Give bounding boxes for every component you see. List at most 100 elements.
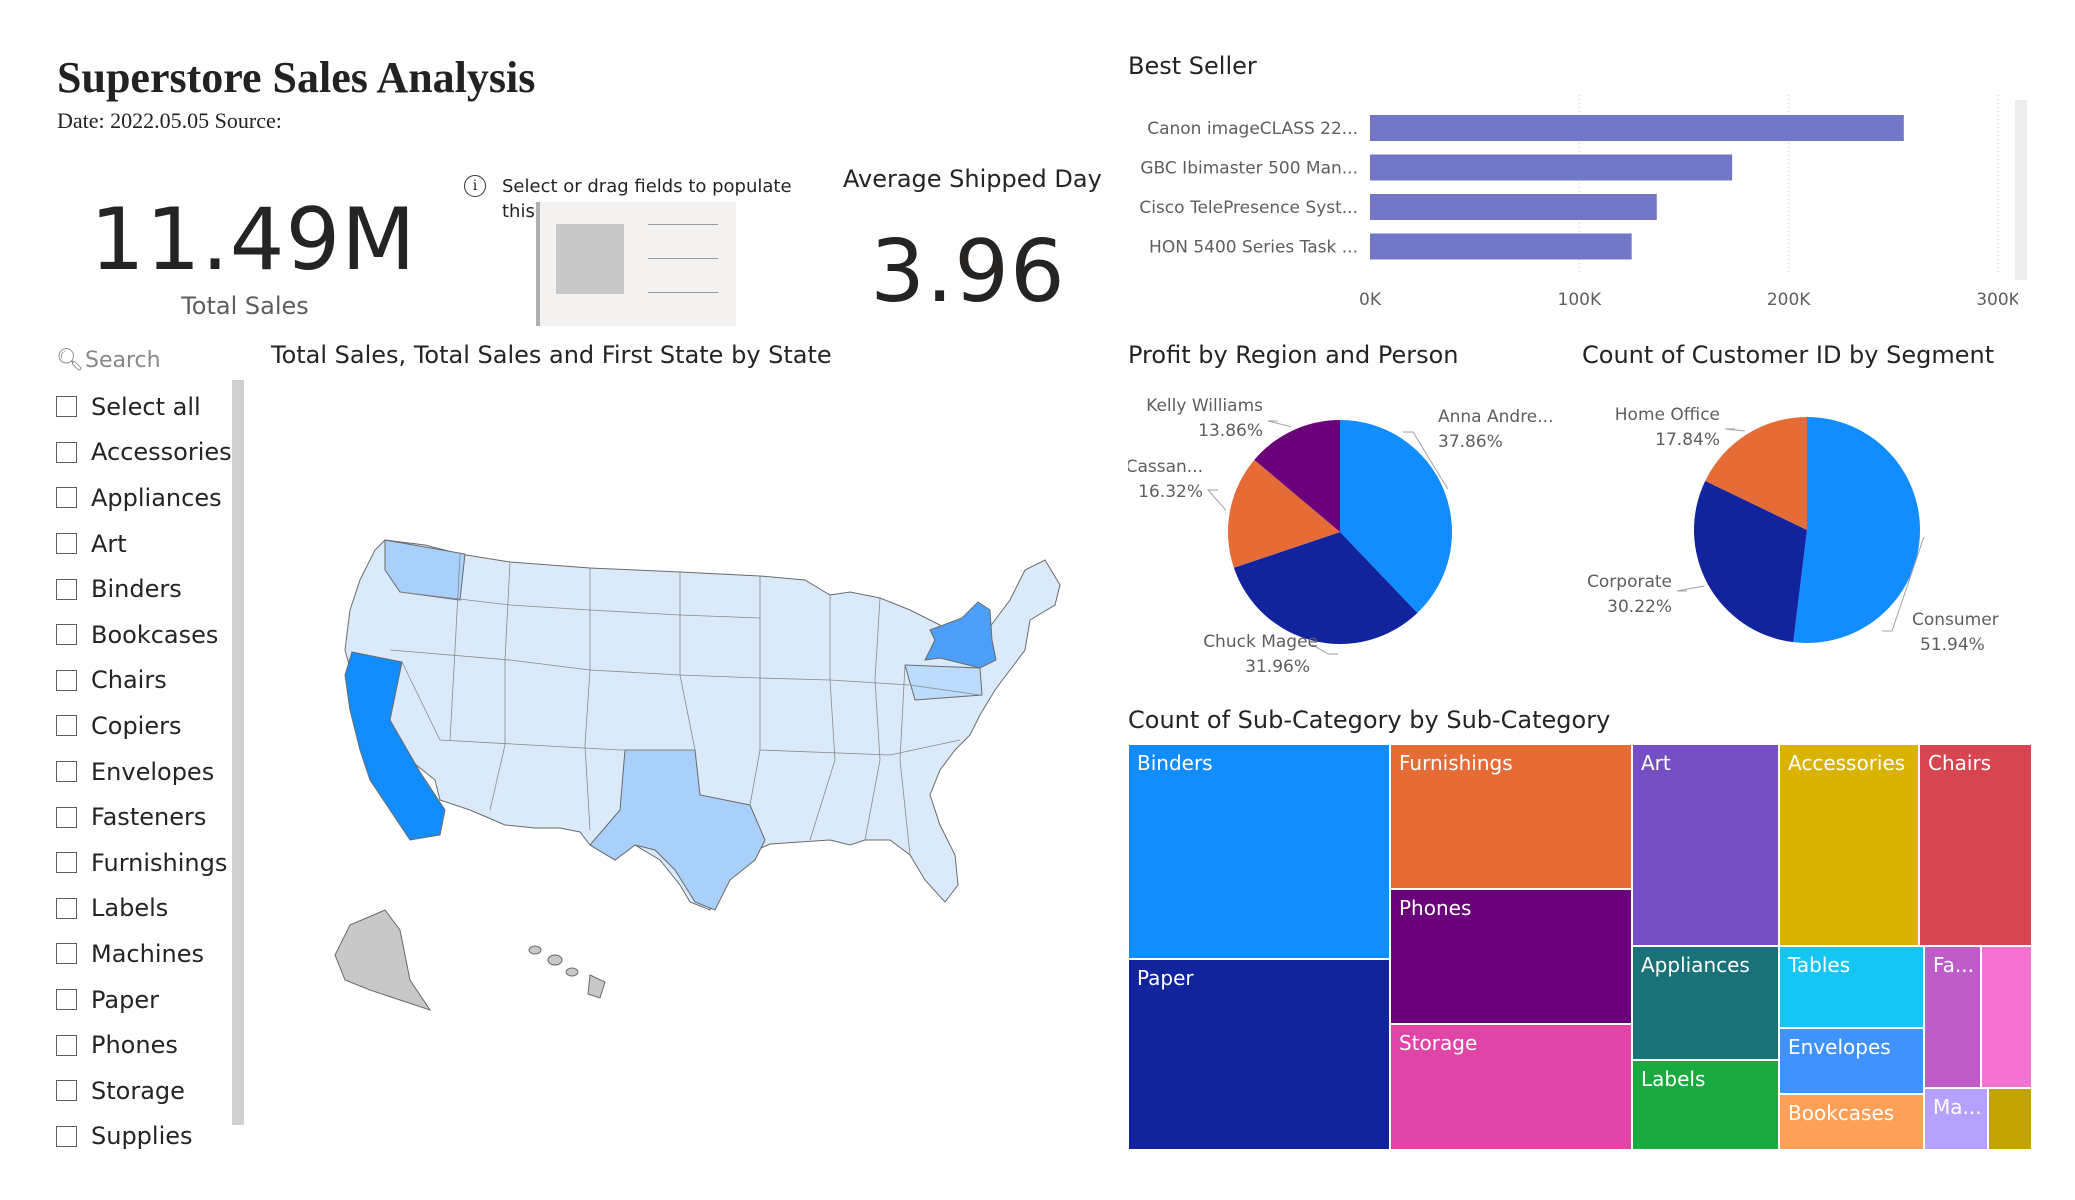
checkbox[interactable]: [56, 1034, 77, 1056]
treemap-cell[interactable]: Furnishings: [1390, 744, 1632, 889]
pie-slice-percent: 13.86%: [1198, 421, 1263, 441]
pie-slice[interactable]: [1254, 420, 1340, 532]
treemap-cell[interactable]: Accessories: [1779, 744, 1919, 946]
treemap-cell-label: Fa...: [1933, 953, 1974, 977]
pie-slice-percent: 16.32%: [1138, 482, 1203, 502]
slicer-item[interactable]: Supplies: [56, 1114, 226, 1160]
best-seller-scrollbar[interactable]: [2015, 100, 2027, 280]
slicer-item[interactable]: Envelopes: [56, 749, 226, 795]
slicer-scrollbar[interactable]: [232, 380, 244, 1125]
placeholder-visual[interactable]: [536, 202, 736, 326]
pie-slice[interactable]: [1228, 459, 1340, 568]
state-borders: [389, 553, 981, 856]
slicer-search-input[interactable]: 🔍︎ Search: [56, 348, 246, 373]
category-label: Canon imageCLASS 22...: [1147, 119, 1358, 139]
treemap-cell-label: Furnishings: [1399, 751, 1513, 775]
slicer-item[interactable]: Bookcases: [56, 612, 226, 658]
segment-pie-chart[interactable]: Consumer 51.94% Corporate 30.22% Home Office…: [1582, 385, 2042, 685]
treemap-cell-label: Chairs: [1928, 751, 1992, 775]
slicer-item[interactable]: Binders: [56, 566, 226, 612]
treemap-cell[interactable]: Bookcases: [1779, 1094, 1924, 1150]
avg-shipped-title: Average Shipped Day: [843, 165, 1102, 193]
slicer-item[interactable]: Storage: [56, 1068, 226, 1114]
placeholder-line: [648, 224, 718, 225]
total-sales-value: 11.49M: [90, 190, 417, 290]
treemap-cell[interactable]: Paper: [1128, 959, 1390, 1150]
pie-slice[interactable]: [1694, 480, 1807, 643]
checkbox[interactable]: [56, 1080, 77, 1102]
checkbox[interactable]: [56, 487, 77, 509]
subcategory-treemap[interactable]: Binders Paper Furnishings Phones Storage Art A…: [1128, 744, 2032, 1150]
pie-slice[interactable]: [1233, 532, 1418, 644]
slicer-item[interactable]: Furnishings: [56, 840, 227, 886]
bar[interactable]: [1370, 115, 1904, 141]
treemap-cell[interactable]: Envelopes: [1779, 1028, 1924, 1094]
checkbox[interactable]: [56, 533, 77, 555]
checkbox[interactable]: [56, 852, 77, 874]
slicer-item-label: Fasteners: [91, 803, 207, 832]
treemap-cell[interactable]: Binders: [1128, 744, 1390, 959]
checkbox[interactable]: [56, 897, 77, 919]
slicer-item-label: Labels: [91, 894, 169, 923]
treemap-cell[interactable]: Art: [1632, 744, 1779, 946]
checkbox[interactable]: [56, 441, 77, 463]
pie-slice[interactable]: [1793, 417, 1921, 643]
treemap-cell[interactable]: Fa...: [1924, 946, 1981, 1088]
slicer-item-label: Storage: [91, 1076, 185, 1105]
pie-slice-label: Corporate: [1587, 572, 1672, 592]
checkbox[interactable]: [56, 761, 77, 783]
slicer-item-label: Art: [91, 529, 127, 558]
pie-slice[interactable]: [1340, 420, 1452, 613]
avg-shipped-value: 3.96: [870, 222, 1066, 322]
report-subtitle: Date: 2022.05.05 Source:: [57, 108, 282, 133]
slicer-item[interactable]: Accessories: [56, 430, 232, 476]
checkbox[interactable]: [56, 669, 77, 691]
slicer-search-placeholder: Search: [85, 348, 161, 373]
slicer-item[interactable]: Chairs: [56, 658, 226, 704]
us-map[interactable]: [290, 510, 1080, 1030]
pie-slice-label: Kelly Williams: [1146, 396, 1263, 416]
checkbox[interactable]: [56, 396, 77, 418]
treemap-cell-label: Ma...: [1933, 1095, 1982, 1119]
treemap-cell-label: Storage: [1399, 1031, 1478, 1055]
slicer-item[interactable]: Machines: [56, 931, 226, 977]
treemap-cell[interactable]: Ma...: [1924, 1088, 1988, 1150]
checkbox[interactable]: [56, 943, 77, 965]
checkbox[interactable]: [56, 806, 77, 828]
treemap-cell-label: Phones: [1399, 896, 1472, 920]
slicer-item[interactable]: Select all: [56, 384, 226, 430]
slicer-item[interactable]: Fasteners: [56, 794, 226, 840]
slicer-item[interactable]: Art: [56, 521, 226, 567]
treemap-cell[interactable]: [1988, 1088, 2032, 1150]
best-seller-chart[interactable]: 0K 100K 200K 300K Canon imageCLASS 22... GBC …: [1128, 95, 2018, 315]
treemap-cell[interactable]: Storage: [1390, 1024, 1632, 1150]
checkbox[interactable]: [56, 715, 77, 737]
treemap-cell[interactable]: Chairs: [1919, 744, 2032, 946]
slicer-item-label: Phones: [91, 1031, 178, 1060]
slicer-item[interactable]: Paper: [56, 977, 226, 1023]
treemap-cell[interactable]: Phones: [1390, 889, 1632, 1024]
checkbox[interactable]: [56, 1125, 77, 1147]
bar[interactable]: [1370, 194, 1657, 220]
checkbox[interactable]: [56, 624, 77, 646]
pie-slice-percent: 30.22%: [1607, 597, 1672, 617]
slicer-item[interactable]: Phones: [56, 1022, 226, 1068]
x-tick-label: 100K: [1558, 290, 1602, 310]
slicer-item[interactable]: Copiers: [56, 703, 226, 749]
treemap-cell[interactable]: [1981, 946, 2032, 1088]
treemap-cell[interactable]: Tables: [1779, 946, 1924, 1028]
checkbox[interactable]: [56, 989, 77, 1011]
pie-slice-percent: 17.84%: [1655, 430, 1720, 450]
treemap-cell[interactable]: Labels: [1632, 1060, 1779, 1150]
treemap-cell[interactable]: Appliances: [1632, 946, 1779, 1060]
slicer-item[interactable]: Labels: [56, 886, 226, 932]
pie-slice[interactable]: [1705, 417, 1807, 530]
slicer-item-label: Select all: [91, 392, 201, 421]
profit-pie-chart[interactable]: Anna Andre... 37.86% Chuck Magee 31.96% Cass…: [1128, 385, 1568, 685]
bar[interactable]: [1370, 154, 1733, 181]
treemap-cell-label: Tables: [1788, 953, 1851, 977]
bar[interactable]: [1370, 233, 1632, 260]
placeholder-line: [648, 292, 718, 293]
checkbox[interactable]: [56, 578, 77, 600]
slicer-item[interactable]: Appliances: [56, 475, 226, 521]
